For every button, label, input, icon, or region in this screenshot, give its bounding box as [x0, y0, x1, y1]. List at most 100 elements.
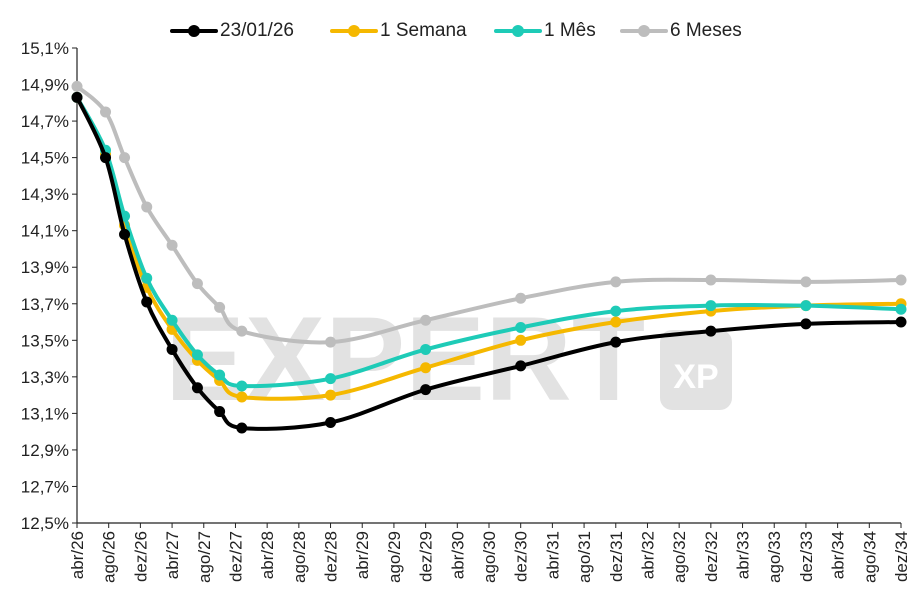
legend-label-series-3: 6 Meses: [670, 20, 742, 41]
series-2: [71, 91, 907, 392]
data-point: [100, 152, 112, 164]
data-point: [610, 336, 622, 348]
data-point: [166, 343, 178, 355]
x-tick-label: dez/33: [797, 531, 816, 582]
x-tick-label: abr/30: [448, 531, 467, 579]
x-tick-label: abr/26: [68, 531, 87, 579]
data-point: [71, 80, 83, 92]
legend-swatch-series-1: [330, 18, 378, 44]
data-point: [214, 406, 226, 418]
data-point: [325, 389, 337, 401]
data-point: [166, 239, 178, 251]
x-tick-label: abr/31: [543, 531, 562, 579]
series-line-2: [75, 95, 903, 389]
y-tick-label: 12,9%: [21, 441, 69, 460]
x-tick-label: dez/30: [512, 531, 531, 582]
legend-label-series-1: 1 Semana: [380, 20, 467, 41]
x-tick-label: dez/28: [322, 531, 341, 582]
data-point: [191, 382, 203, 394]
legend-swatch-series-3: [620, 18, 668, 44]
data-point: [141, 201, 153, 213]
data-point: [191, 349, 203, 361]
data-point: [515, 334, 527, 346]
x-tick-label: abr/27: [163, 531, 182, 579]
y-tick-label: 13,9%: [21, 258, 69, 277]
data-point: [214, 369, 226, 381]
x-tick-label: ago/34: [860, 531, 879, 583]
data-point: [214, 301, 226, 313]
legend-swatch-series-2: [494, 18, 542, 44]
legend-marker-series-0: [188, 25, 200, 37]
legend-item-series-0[interactable]: 23/01/26: [170, 18, 294, 44]
series-line-3: [75, 84, 903, 345]
x-tick-label: abr/32: [638, 531, 657, 579]
y-tick-label: 14,3%: [21, 185, 69, 204]
data-point: [515, 292, 527, 304]
x-tick-label: abr/28: [258, 531, 277, 579]
y-tick-label: 12,5%: [21, 514, 69, 533]
y-tick-label: 14,9%: [21, 76, 69, 95]
data-point: [236, 325, 248, 337]
data-point: [100, 106, 112, 118]
watermark-badge-text: XP: [673, 358, 718, 396]
data-point: [610, 316, 622, 328]
x-tick-label: dez/32: [702, 531, 721, 582]
x-tick-label: dez/26: [131, 531, 150, 582]
data-point: [71, 91, 83, 103]
data-point: [800, 300, 812, 312]
data-point: [119, 152, 131, 164]
y-tick-label: 13,7%: [21, 295, 69, 314]
data-point: [141, 296, 153, 308]
data-point: [420, 343, 432, 355]
y-tick-label: 12,7%: [21, 477, 69, 496]
series-line-0: [75, 95, 903, 431]
series-3: [71, 80, 907, 348]
data-point: [325, 336, 337, 348]
series-lines: [71, 80, 907, 434]
data-point: [325, 417, 337, 429]
series-0: [71, 91, 907, 434]
x-tick-label: dez/34: [892, 531, 911, 582]
data-point: [705, 274, 717, 286]
x-tick-label: ago/26: [100, 531, 119, 583]
data-point: [515, 360, 527, 372]
legend-marker-series-2: [512, 25, 524, 37]
data-point: [610, 276, 622, 288]
legend-marker-series-1: [348, 25, 360, 37]
axes: [72, 47, 902, 528]
series-line-1: [75, 95, 903, 401]
y-tick-label: 13,3%: [21, 368, 69, 387]
y-tick-label: 13,1%: [21, 404, 69, 423]
data-point: [420, 362, 432, 374]
x-tick-label: ago/33: [765, 531, 784, 583]
x-axis-tick-labels: abr/26 ago/26 dez/26 abr/27 ago/27 dez/27 abr/…: [68, 531, 911, 583]
data-point: [236, 422, 248, 434]
x-tick-label: ago/31: [575, 531, 594, 583]
x-tick-label: ago/28: [290, 531, 309, 583]
x-tick-label: abr/34: [829, 531, 848, 579]
data-point: [191, 278, 203, 290]
legend-item-series-2[interactable]: 1 Mês: [494, 18, 596, 44]
x-tick-label: ago/32: [670, 531, 689, 583]
watermark-badge: [660, 330, 732, 410]
data-point: [420, 314, 432, 326]
y-axis-tick-labels: 12,5% 12,7% 12,9% 13,1% 13,3% 13,5% 13,7% 13,9%…: [21, 39, 69, 533]
data-point: [800, 276, 812, 288]
y-tick-label: 14,7%: [21, 112, 69, 131]
data-point: [705, 300, 717, 312]
data-point: [119, 228, 131, 240]
y-tick-label: 13,5%: [21, 331, 69, 350]
y-tick-label: 14,5%: [21, 149, 69, 168]
data-point: [236, 391, 248, 403]
data-point: [515, 322, 527, 334]
data-point: [705, 325, 717, 337]
legend-item-series-3[interactable]: 6 Meses: [620, 18, 742, 44]
data-point: [895, 316, 907, 328]
data-point: [610, 305, 622, 317]
legend-label-series-2: 1 Mês: [544, 20, 596, 41]
x-tick-label: ago/27: [195, 531, 214, 583]
data-point: [895, 303, 907, 315]
data-point: [141, 272, 153, 284]
x-tick-label: dez/27: [226, 531, 245, 582]
legend-item-series-1[interactable]: 1 Semana: [330, 18, 467, 44]
